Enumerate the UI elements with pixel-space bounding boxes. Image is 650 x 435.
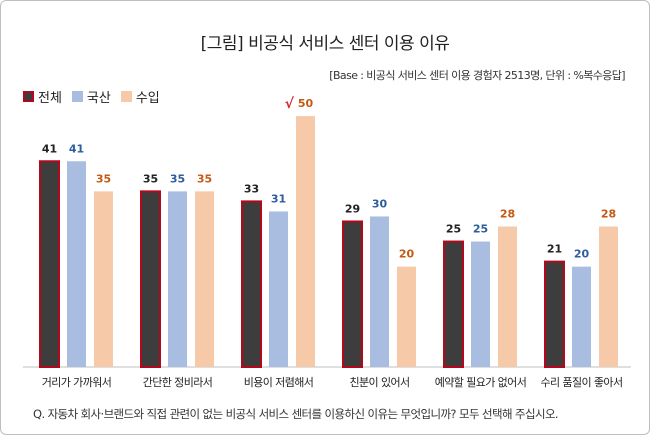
data-label-total: 35 <box>143 172 158 185</box>
legend-item-total: 전체 <box>23 87 62 106</box>
data-label-total: 29 <box>345 202 360 215</box>
data-label-import: 28 <box>500 207 515 220</box>
bar-total <box>39 160 60 368</box>
data-label-total: 21 <box>547 243 562 256</box>
survey-question: Q. 자동차 회사·브랜드와 직접 관련이 없는 비공식 서비스 센터를 이용하… <box>33 407 559 421</box>
bar-total <box>241 200 262 368</box>
legend-label-domestic: 국산 <box>86 91 111 106</box>
legend-swatch-domestic <box>71 91 83 102</box>
bar-import <box>296 116 315 367</box>
data-label-domestic: 35 <box>170 172 185 185</box>
data-label-domestic: 30 <box>372 197 388 210</box>
category-label: 비용이 저렴해서 <box>244 375 314 389</box>
legend: 전체 국산 수입 <box>23 87 160 106</box>
category-label: 수리 품질이 좋아서 <box>541 376 623 389</box>
data-label-total: 41 <box>42 142 57 155</box>
data-label-import: 35 <box>197 172 212 185</box>
data-label-import: 35 <box>96 172 111 185</box>
bar-total <box>342 220 363 368</box>
legend-swatch-import <box>120 91 132 102</box>
bar-import <box>195 191 214 367</box>
bar-import <box>397 266 416 367</box>
legend-item-domestic: 국산 <box>71 87 111 106</box>
data-label-import: 50 <box>298 97 314 110</box>
bar-domestic <box>572 266 591 367</box>
data-label-import: 28 <box>601 207 616 220</box>
bar-total <box>544 260 565 369</box>
highlight-checkmark: √ <box>285 96 295 112</box>
legend-swatch-total <box>23 91 34 102</box>
bar-domestic <box>370 216 389 367</box>
category-label: 친분이 있어서 <box>349 376 409 389</box>
bar-import <box>599 226 618 367</box>
data-label-total: 25 <box>446 223 461 236</box>
legend-label-import: 수입 <box>135 91 160 106</box>
category-label: 거리가 가까워서 <box>42 376 112 389</box>
data-label-import: 20 <box>399 248 415 261</box>
bar-total <box>443 240 464 368</box>
data-label-domestic: 41 <box>69 142 84 155</box>
bar-domestic <box>471 241 490 367</box>
legend-item-import: 수입 <box>120 87 160 106</box>
data-label-domestic: 25 <box>473 223 488 236</box>
data-label-total: 33 <box>244 182 259 195</box>
bar-domestic <box>168 191 187 367</box>
bar-domestic <box>269 211 288 367</box>
legend-label-total: 전체 <box>38 91 62 106</box>
bar-total <box>140 190 161 368</box>
bar-import <box>498 226 517 367</box>
data-label-domestic: 31 <box>271 192 286 205</box>
base-note: [Base : 비공식 서비스 센터 이용 경험자 2513명, 단위 : %복… <box>329 69 625 82</box>
category-label: 예약할 필요가 없어서 <box>435 375 526 389</box>
bar-domestic <box>67 161 86 367</box>
category-label: 간단한 정비라서 <box>143 376 213 389</box>
chart-title: [그림] 비공식 서비스 센터 이용 이유 <box>200 34 450 54</box>
data-label-domestic: 20 <box>574 248 590 261</box>
bar-import <box>94 191 113 367</box>
